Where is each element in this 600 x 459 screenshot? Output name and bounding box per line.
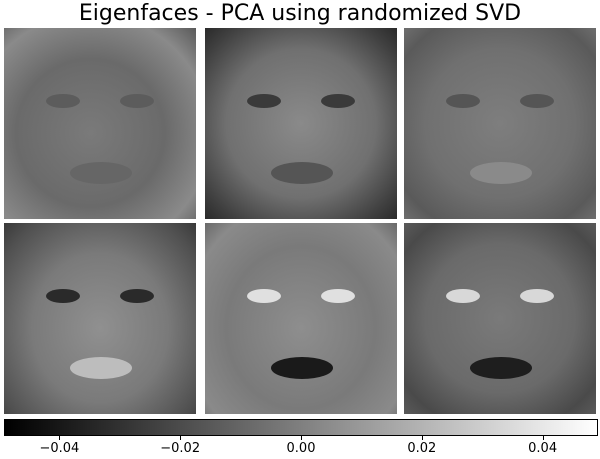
right-eye	[520, 94, 554, 108]
colorbar-tick	[421, 435, 423, 440]
colorbar-tick-label: 0.02	[407, 441, 437, 456]
eigenface-1	[4, 28, 196, 219]
eigenface-2	[205, 28, 397, 219]
right-eye	[321, 289, 355, 303]
right-eye	[520, 289, 554, 303]
colorbar-tick	[180, 435, 182, 440]
mouth	[470, 357, 532, 379]
colorbar	[4, 419, 598, 436]
mouth	[470, 162, 532, 184]
colorbar-tick-label: −0.02	[160, 441, 201, 456]
colorbar-tick	[59, 435, 61, 440]
colorbar-tick-label: 0.00	[286, 441, 316, 456]
eigenface-3	[404, 28, 596, 219]
left-eye	[446, 94, 480, 108]
eigenface-6	[404, 223, 596, 414]
chart-title: Eigenfaces - PCA using randomized SVD	[78, 1, 522, 26]
left-eye	[46, 94, 80, 108]
eigenface-4	[4, 223, 196, 414]
mouth	[271, 357, 333, 379]
mouth	[70, 162, 132, 184]
mouth	[70, 357, 132, 379]
right-eye	[120, 289, 154, 303]
left-eye	[46, 289, 80, 303]
colorbar-tick	[301, 435, 302, 440]
right-eye	[321, 94, 355, 108]
eigenface-5	[205, 223, 397, 414]
left-eye	[446, 289, 480, 303]
colorbar-tick-label: 0.04	[528, 441, 558, 456]
colorbar-tick-label: −0.04	[39, 441, 80, 456]
mouth	[271, 162, 333, 184]
left-eye	[247, 289, 281, 303]
left-eye	[247, 94, 281, 108]
right-eye	[120, 94, 154, 108]
colorbar-tick	[542, 435, 544, 440]
